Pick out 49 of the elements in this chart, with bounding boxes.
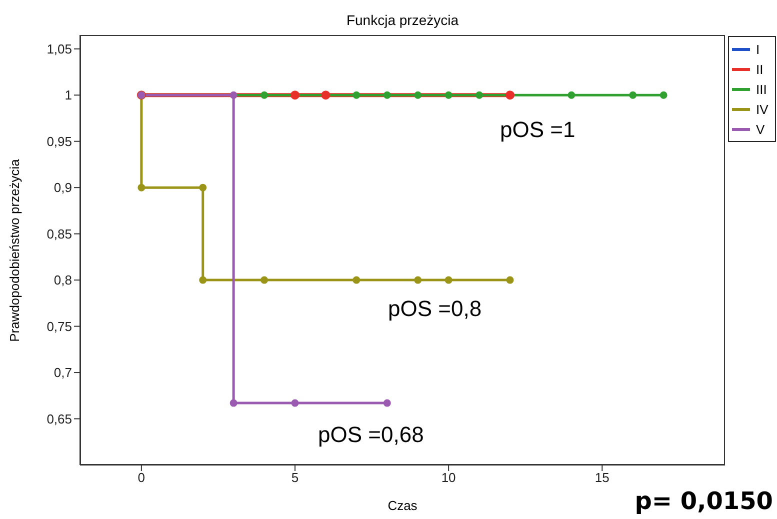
annotation: pOS =1: [500, 117, 576, 143]
point: [260, 276, 268, 284]
point: [383, 91, 391, 99]
point: [629, 91, 637, 99]
point: [352, 91, 360, 99]
annotation: pOS =0,8: [388, 296, 482, 322]
point: [138, 184, 146, 192]
point: [506, 276, 514, 284]
point: [414, 276, 422, 284]
y-tick-label: 0,8: [54, 272, 72, 288]
y-tick-label: 0,85: [46, 226, 72, 242]
point: [383, 399, 391, 407]
legend-label: III: [756, 82, 767, 96]
y-tick-label: 0,9: [54, 180, 72, 196]
legend-label: II: [756, 62, 764, 76]
point: [568, 91, 576, 99]
y-tick-label: 0,95: [46, 134, 72, 149]
annotation: pOS =0,68: [318, 422, 424, 448]
y-tick-label: 1: [64, 88, 72, 103]
y-tick-label: 0,65: [46, 411, 72, 426]
legend-label: IV: [756, 102, 768, 116]
point: [230, 399, 238, 407]
x-tick-label: 0: [138, 470, 146, 486]
chart-title: Funkcja przeżycia: [345, 12, 460, 28]
point: [506, 90, 514, 100]
point: [199, 184, 207, 192]
point: [230, 91, 238, 99]
y-tick-label: 0,75: [46, 318, 72, 334]
point: [660, 91, 668, 99]
x-tick-label: 15: [594, 470, 610, 486]
point: [444, 91, 452, 99]
point: [260, 91, 268, 99]
point: [290, 90, 300, 100]
point: [291, 399, 299, 407]
legend-label: V: [756, 122, 765, 136]
point: [414, 91, 422, 99]
text: p= 0,0150: [634, 487, 773, 515]
y-axis-title: Prawdopodobieństwo przeżycia: [6, 158, 22, 342]
y-tick-label: 1,05: [46, 41, 72, 56]
y-tick-label: 0,7: [54, 365, 72, 380]
x-axis-title: Czas: [388, 498, 418, 513]
legend-label: I: [756, 42, 760, 56]
point: [476, 91, 484, 99]
point: [199, 276, 207, 284]
x-tick-label: 5: [291, 470, 299, 486]
point: [321, 90, 330, 100]
point: [352, 276, 360, 284]
x-tick-label: 10: [441, 470, 456, 486]
point: [444, 276, 452, 284]
